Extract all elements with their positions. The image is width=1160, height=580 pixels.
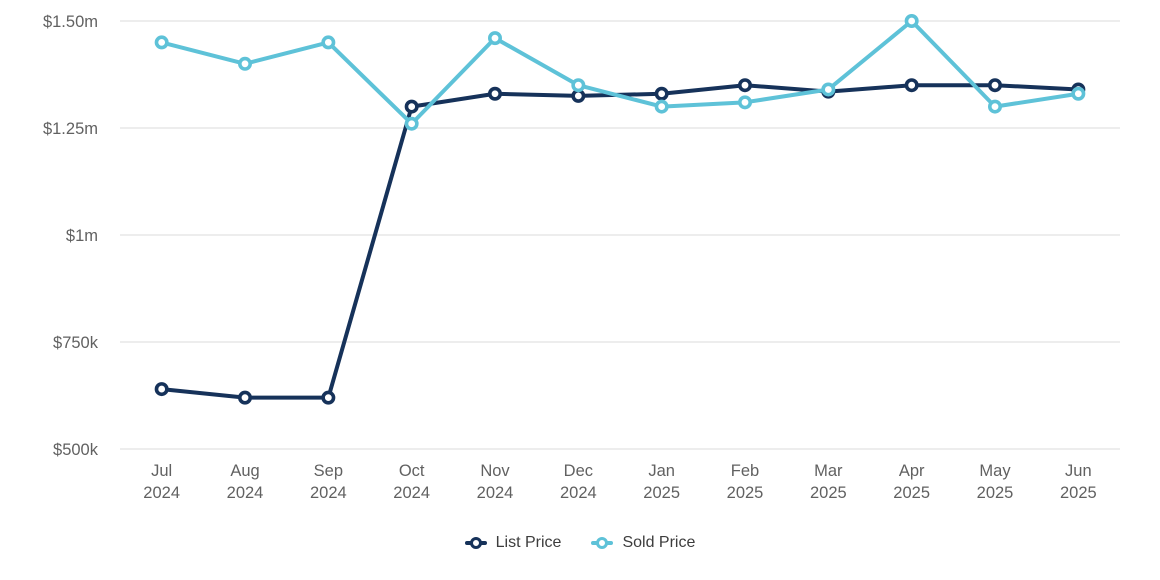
- x-axis-tick-label: Nov 2024: [477, 462, 514, 502]
- sold-price-point[interactable]: [821, 82, 836, 97]
- list-price-point[interactable]: [487, 86, 502, 101]
- x-axis-tick-label: Apr 2025: [893, 462, 930, 502]
- y-axis-tick-label: $1m: [66, 227, 98, 245]
- sold-price-line: [159, 19, 1081, 126]
- legend-label-list-price: List Price: [495, 534, 562, 551]
- sold-price-point[interactable]: [404, 116, 419, 131]
- sold-price-point[interactable]: [487, 31, 502, 46]
- y-axis-tick-label: $750k: [53, 334, 99, 352]
- x-axis-tick-label: Feb 2025: [727, 462, 764, 502]
- sold-price-point[interactable]: [987, 99, 1002, 114]
- list-price-point[interactable]: [571, 88, 586, 103]
- sold-price-legend-dot: [596, 537, 609, 549]
- x-axis-tick-label: Dec 2024: [560, 462, 597, 502]
- x-axis-tick-label: Aug 2024: [227, 462, 264, 502]
- sold-price-point[interactable]: [654, 99, 669, 114]
- sold-price-point[interactable]: [321, 35, 336, 50]
- x-axis-tick-label: May 2025: [977, 462, 1014, 502]
- x-axis-tick-label: Mar 2025: [810, 462, 847, 502]
- x-axis-tick-label: Jun 2025: [1060, 462, 1097, 502]
- y-axis-tick-label: $1.50m: [43, 13, 98, 31]
- chart-canvas: $500k $750k $1m $1.25m $1.50m Jul 2024 Aug 2024 S…: [43, 13, 1120, 502]
- sold-price-point[interactable]: [1071, 86, 1086, 101]
- y-axis-tick-label: $1.25m: [43, 120, 98, 138]
- legend-item-sold-price[interactable]: Sold Price: [591, 533, 695, 553]
- sold-price-point[interactable]: [154, 35, 169, 50]
- sold-price-point[interactable]: [571, 78, 586, 93]
- x-axis-tick-label: Sep 2024: [310, 462, 347, 502]
- chart-legend: List Price Sold Price: [0, 533, 1160, 553]
- list-price-line: [159, 83, 1081, 400]
- legend-item-list-price[interactable]: List Price: [464, 533, 562, 553]
- list-price-legend-marker: [464, 537, 487, 549]
- list-price-legend-dot: [469, 537, 482, 549]
- list-price-point[interactable]: [987, 78, 1002, 93]
- list-price-point[interactable]: [654, 86, 669, 101]
- list-price-point[interactable]: [404, 99, 419, 114]
- sold-price-point[interactable]: [904, 14, 919, 28]
- list-price-point[interactable]: [238, 390, 253, 405]
- legend-label-sold-price: Sold Price: [622, 534, 696, 551]
- sold-price-legend-marker: [591, 537, 614, 549]
- y-axis-tick-label: $500k: [53, 441, 99, 459]
- x-axis-tick-label: Jan 2025: [643, 462, 680, 502]
- list-price-point[interactable]: [904, 78, 919, 93]
- x-axis-tick-label: Jul 2024: [143, 462, 180, 502]
- sold-price-point[interactable]: [737, 95, 752, 110]
- list-price-point[interactable]: [737, 78, 752, 93]
- list-price-point[interactable]: [154, 382, 169, 397]
- sold-price-point[interactable]: [238, 56, 253, 71]
- list-price-point[interactable]: [321, 390, 336, 405]
- x-axis-tick-label: Oct 2024: [393, 462, 430, 502]
